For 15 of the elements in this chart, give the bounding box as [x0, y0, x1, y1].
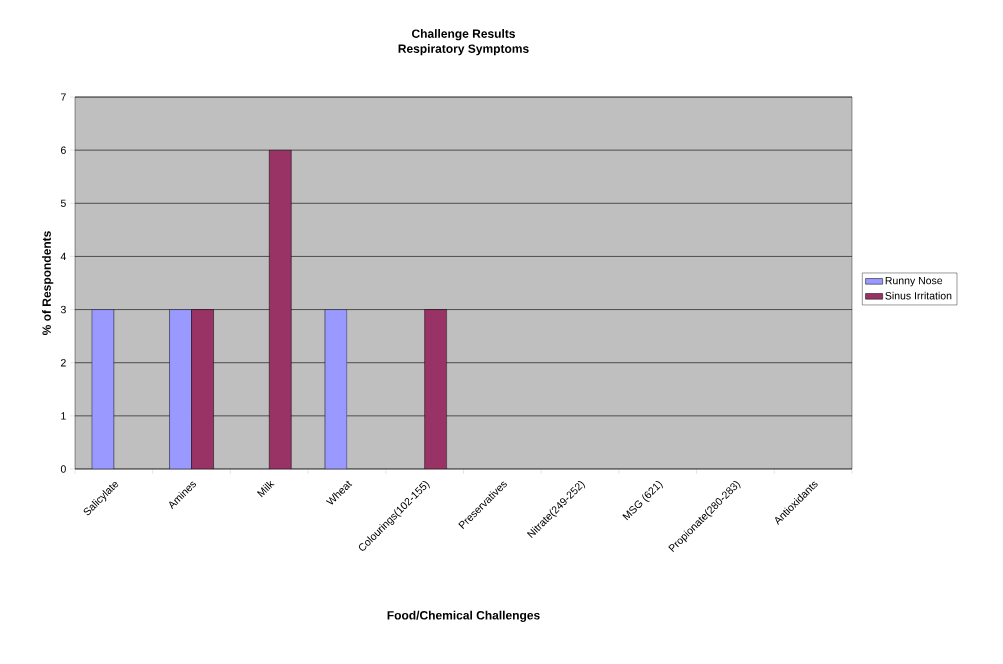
y-tick-label: 3 [60, 305, 66, 314]
y-tick-label: 0 [60, 465, 66, 473]
y-tick-label: 1 [61, 412, 66, 420]
y-tick-label: 2 [61, 359, 66, 367]
y-tick-label: 7 [61, 93, 66, 101]
y-axis-title: % of Respondents [42, 231, 54, 336]
chart-subtitle: Respiratory Symptoms [398, 44, 529, 56]
chart-title: Challenge Results [411, 29, 516, 41]
x-tick-label: Milk [256, 480, 275, 498]
legend-label: Sinus Irritation [885, 291, 952, 300]
legend-label: Runny Nose [885, 276, 943, 287]
y-tick-label: 6 [61, 146, 66, 154]
x-axis-title: Food/Chemical Challenges [387, 610, 540, 622]
y-tick-label: 5 [60, 199, 66, 207]
y-tick-label: 4 [60, 252, 66, 261]
